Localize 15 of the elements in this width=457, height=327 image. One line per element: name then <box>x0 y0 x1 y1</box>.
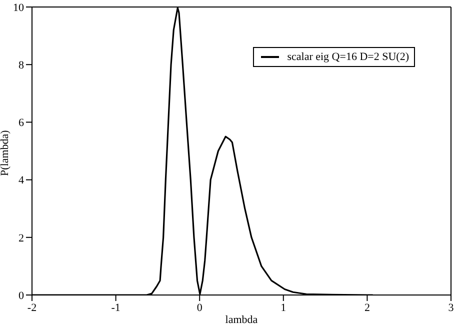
y-tick-label: 6 <box>18 117 24 130</box>
x-tick-label: -1 <box>111 302 120 314</box>
y-tick-label: 4 <box>18 174 24 187</box>
x-tick-label: 3 <box>448 302 454 314</box>
x-tick-label: 1 <box>280 302 286 314</box>
x-tick-label: 0 <box>196 302 203 314</box>
y-tick-label: 0 <box>18 290 24 302</box>
x-axis-title: lambda <box>225 314 258 326</box>
x-tick-label: -2 <box>27 302 37 314</box>
legend-label: scalar eig Q=16 D=2 SU(2) <box>287 51 409 63</box>
y-tick-label: 10 <box>13 2 24 14</box>
y-tick-label: 2 <box>18 232 24 244</box>
y-tick-label: 8 <box>18 60 24 72</box>
x-tick-label: 2 <box>364 302 370 314</box>
y-axis-title: P(lambda) <box>0 130 11 176</box>
